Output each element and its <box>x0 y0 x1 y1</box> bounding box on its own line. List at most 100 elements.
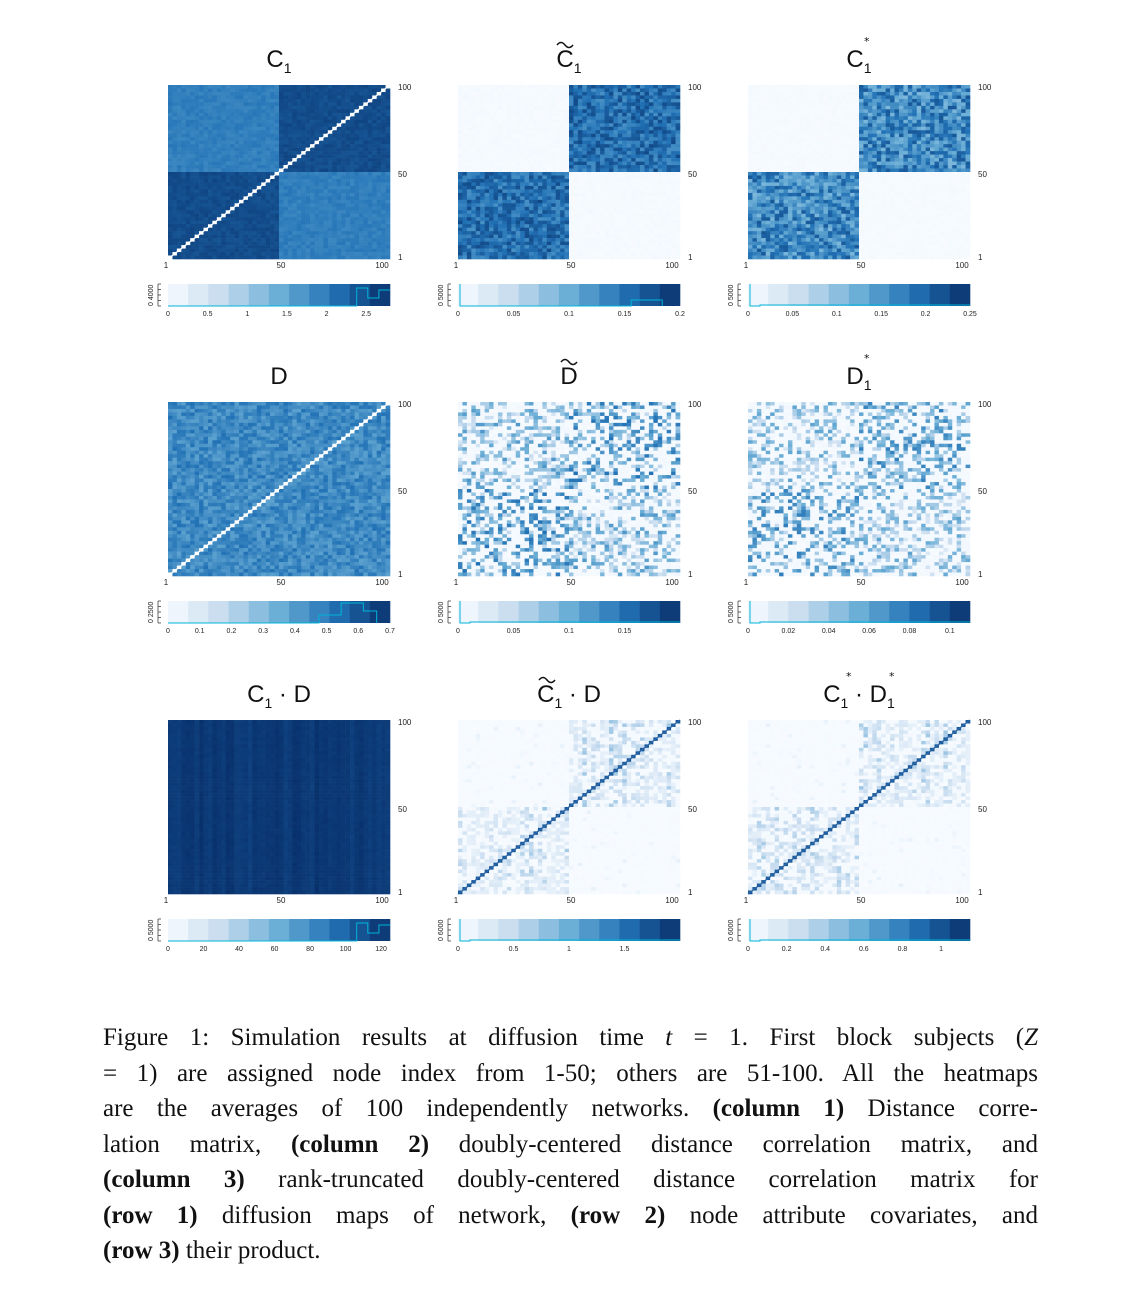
legend-tick-label: 0.1 <box>945 628 955 635</box>
panel-9: C1 · D1* * 100 50 1 1 50 100 0 6000 0 0.2 0.4 0.6 0.8… <box>728 670 992 953</box>
x-tick-label: 1 <box>454 578 459 587</box>
diagonal-line <box>457 719 681 895</box>
y-tick-label: 100 <box>978 718 992 727</box>
heatmap-c1 <box>168 85 391 260</box>
histogram-count-label: 0 2500 <box>148 601 155 623</box>
diagonal-line <box>167 401 391 577</box>
y-tick-label: 50 <box>978 805 987 814</box>
y-tick-label: 1 <box>398 253 403 262</box>
legend-tick-label: 40 <box>235 946 243 953</box>
x-tick-label: 50 <box>857 896 866 905</box>
histogram-line <box>168 602 378 624</box>
y-tick-label: 100 <box>688 718 702 727</box>
heatmap-cd <box>168 720 391 895</box>
y-tick-label: 50 <box>978 170 987 179</box>
legend-tick-label: 100 <box>340 946 352 953</box>
legend-c1t: 0 5000 0 0.05 0.1 0.15 0.2 <box>438 283 685 318</box>
tilde-mark <box>560 358 578 366</box>
x-tick-label: 100 <box>955 896 969 905</box>
histogram-count-label: 0 5000 <box>728 601 735 623</box>
x-tick-label: 1 <box>454 896 459 905</box>
legend-tick-label: 0.5 <box>203 311 213 318</box>
legend-tick-label: 0.05 <box>507 628 521 635</box>
x-tick-label: 100 <box>375 896 389 905</box>
panel-title: C1 · D <box>537 681 601 711</box>
legend-tick-label: 0.02 <box>782 628 796 635</box>
legend-tick-label: 20 <box>200 946 208 953</box>
y-tick-label: 50 <box>978 487 987 496</box>
panel-5: D 100 50 1 1 50 100 0 5000 0 0.05 0.1 0.15 <box>438 358 702 635</box>
legend-tick-label: 0.04 <box>822 628 836 635</box>
y-tick-label: 100 <box>398 400 412 409</box>
caption-line: are the averages of 100 independently ne… <box>103 1091 1038 1127</box>
legend-tick-label: 2.5 <box>361 311 371 318</box>
legend-tick-label: 80 <box>306 946 314 953</box>
panel-4: D 100 50 1 1 50 100 0 2500 0 0.1 0.2 0.3 0.4 0.5 0.6 0.… <box>148 363 412 635</box>
legend-tick-label: 0.25 <box>963 311 977 318</box>
legend-tick-label: 60 <box>271 946 279 953</box>
legend-tick-label: 2 <box>325 311 329 318</box>
y-tick-label: 50 <box>398 805 407 814</box>
legend-d: 0 2500 0 0.1 0.2 0.3 0.4 0.5 0.6 0.7 <box>148 600 395 635</box>
y-tick-label: 1 <box>688 888 693 897</box>
caption-line: lation matrix, (column 2) doubly-centere… <box>103 1127 1038 1163</box>
legend-tick-label: 0 <box>166 628 170 635</box>
y-tick-label: 50 <box>688 170 697 179</box>
x-tick-label: 1 <box>744 261 749 270</box>
histogram-line <box>168 922 390 942</box>
y-tick-label: 1 <box>398 570 403 579</box>
panel-6: D1* 100 50 1 1 50 100 0 5000 0 0.02 0.04 0.06 0.08 0.… <box>728 352 992 635</box>
y-tick-label: 100 <box>398 718 412 727</box>
legend-tick-label: 0.1 <box>564 628 574 635</box>
x-tick-label: 50 <box>277 261 286 270</box>
legend-tick-label: 1 <box>567 946 571 953</box>
caption-line: (row 1) diffusion maps of network, (row … <box>103 1198 1038 1234</box>
legend-tick-label: 0.6 <box>859 946 869 953</box>
x-tick-label: 50 <box>567 578 576 587</box>
y-tick-label: 50 <box>688 487 697 496</box>
star-mark: * <box>864 35 870 48</box>
star-mark: * <box>864 352 870 365</box>
legend-tick-label: 0 <box>746 311 750 318</box>
star-mark: * <box>889 670 895 683</box>
legend-tick-label: 1.5 <box>282 311 292 318</box>
legend-tick-label: 0.15 <box>618 311 632 318</box>
histogram-line <box>459 601 680 624</box>
legend-tick-label: 0.1 <box>195 628 205 635</box>
legend-tick-label: 1.5 <box>620 946 630 953</box>
legend-tick-label: 0.5 <box>509 946 519 953</box>
y-tick-label: 100 <box>688 83 702 92</box>
panel-title: D <box>560 363 577 390</box>
legend-tick-label: 0 <box>456 628 460 635</box>
x-tick-label: 50 <box>277 896 286 905</box>
y-tick-label: 100 <box>978 400 992 409</box>
panel-title: D1 <box>846 363 871 393</box>
x-tick-label: 100 <box>955 261 969 270</box>
y-tick-label: 100 <box>978 83 992 92</box>
figure-caption: Figure 1: Simulation results at diffusio… <box>103 1020 1038 1269</box>
y-tick-label: 50 <box>398 170 407 179</box>
legend-tick-label: 0.2 <box>921 311 931 318</box>
histogram-count-label: 0 5000 <box>438 284 445 306</box>
legend-cds: 0 6000 0 0.2 0.4 0.6 0.8 1 <box>728 918 971 953</box>
x-tick-label: 50 <box>277 578 286 587</box>
x-tick-label: 100 <box>375 261 389 270</box>
heatmap-c1s <box>748 85 971 260</box>
legend-c1: 0 4000 0 0.5 1 1.5 2 2.5 <box>148 283 391 318</box>
histogram-count-label: 0 6000 <box>438 919 445 941</box>
legend-tick-label: 0 <box>456 946 460 953</box>
legend-c1s: 0 5000 0 0.05 0.1 0.15 0.2 0.25 <box>728 283 977 318</box>
y-tick-label: 1 <box>978 253 983 262</box>
y-tick-label: 1 <box>398 888 403 897</box>
y-tick-label: 100 <box>398 83 412 92</box>
legend-tick-label: 0.8 <box>898 946 908 953</box>
x-tick-label: 50 <box>567 896 576 905</box>
legend-tick-label: 0.2 <box>782 946 792 953</box>
tilde-mark <box>538 676 556 684</box>
x-tick-label: 50 <box>567 261 576 270</box>
heatmap-ds <box>748 402 971 577</box>
caption-line: Figure 1: Simulation results at diffusio… <box>103 1020 1038 1056</box>
x-tick-label: 1 <box>744 578 749 587</box>
heatmap-d <box>168 402 391 577</box>
heatmap-cdt <box>458 720 681 895</box>
